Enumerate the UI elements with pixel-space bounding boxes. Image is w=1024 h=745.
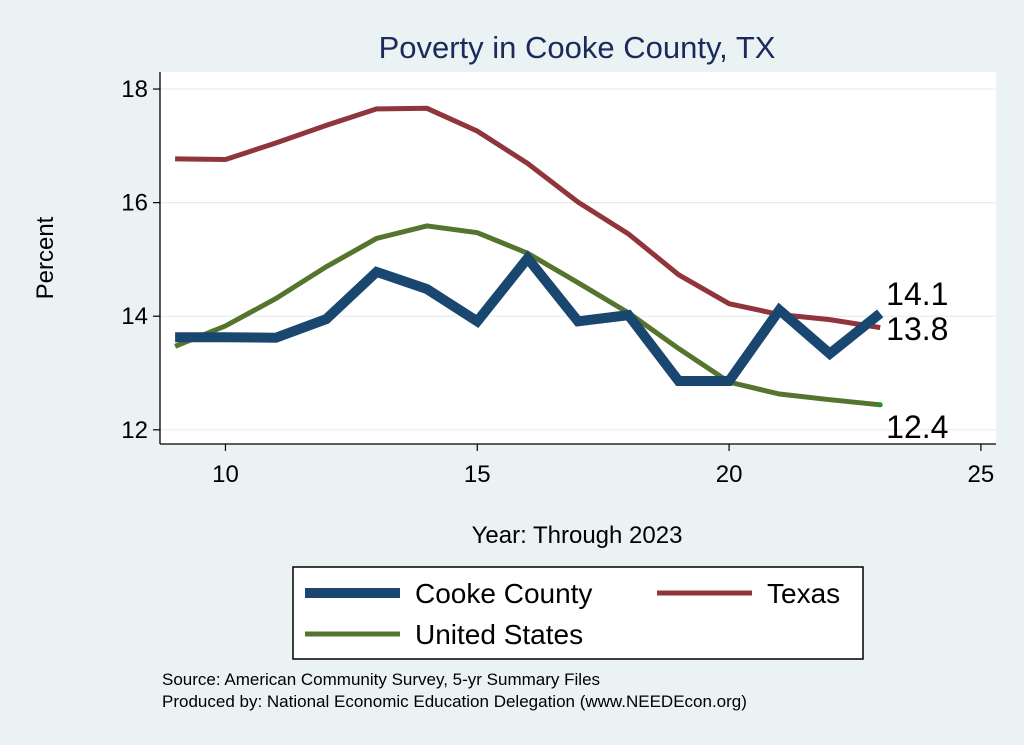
x-axis-label: Year: Through 2023	[472, 522, 683, 549]
legend-label-cooke-county: Cooke County	[415, 578, 592, 609]
plot-area	[160, 72, 996, 444]
end-label-texas: 13.8	[886, 311, 948, 347]
x-tick-label-25: 25	[968, 461, 995, 488]
y-tick-label-16: 16	[121, 190, 148, 217]
source-note: Source: American Community Survey, 5-yr …	[162, 670, 601, 689]
x-tick-label-20: 20	[716, 461, 743, 488]
y-tick-label-18: 18	[121, 76, 148, 103]
x-tick-label-15: 15	[464, 461, 491, 488]
x-tick-label-10: 10	[212, 461, 239, 488]
legend-label-texas: Texas	[767, 578, 840, 609]
y-tick-label-14: 14	[121, 303, 148, 330]
end-label-cooke-county: 14.1	[886, 276, 948, 312]
produced-by-note: Produced by: National Economic Education…	[162, 692, 747, 711]
end-label-united-states: 12.4	[886, 409, 948, 445]
us-end-marker	[877, 402, 883, 408]
legend-label-united-states: United States	[415, 619, 583, 650]
y-axis-label: Percent	[32, 216, 59, 299]
legend: Cooke County Texas United States	[292, 566, 864, 660]
chart-title: Poverty in Cooke County, TX	[379, 30, 776, 65]
series-line-cooke-county	[175, 250, 884, 386]
series-line-texas	[175, 105, 881, 331]
y-tick-label-12: 12	[121, 417, 148, 444]
